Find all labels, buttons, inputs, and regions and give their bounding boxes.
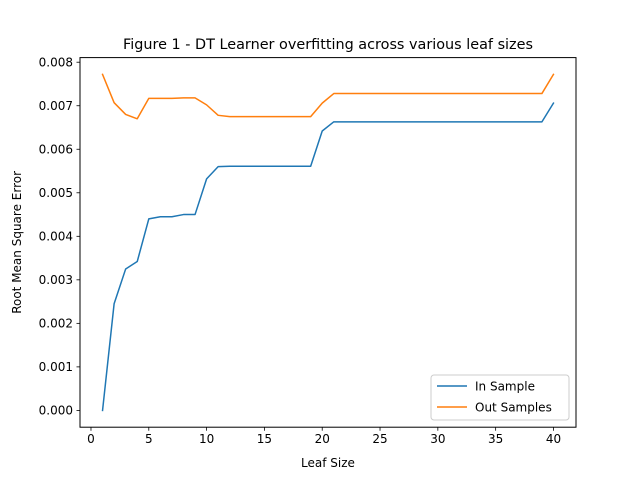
x-tick-label: 15	[257, 432, 272, 446]
y-tick-label: 0.002	[39, 317, 73, 331]
series-line-in-sample	[101, 102, 555, 412]
series-line-out-samples	[101, 73, 555, 120]
tick-layer: 0 5 10 15 20 25 30 35 40 0.000 0.001 0.002 0.003 0.00…	[39, 56, 561, 447]
plot-frame	[79, 57, 577, 428]
legend-label-in-sample: In Sample	[475, 380, 535, 394]
y-tick-label: 0.005	[39, 186, 73, 200]
x-tick-label: 20	[315, 432, 330, 446]
chart-title: Figure 1 - DT Learner overfitting across…	[123, 37, 533, 53]
x-axis-label: Leaf Size	[301, 456, 355, 470]
y-axis-label: Root Mean Square Error	[10, 171, 24, 314]
legend-label-out-samples: Out Samples	[475, 401, 552, 415]
y-tick-label: 0.008	[39, 56, 73, 70]
x-tick-label: 25	[372, 432, 387, 446]
x-tick-label: 35	[488, 432, 503, 446]
y-tick-label: 0.006	[39, 143, 73, 157]
x-tick-label: 0	[87, 432, 95, 446]
legend: In Sample Out Samples	[430, 374, 570, 421]
y-tick-label: 0.001	[39, 360, 73, 374]
x-tick-label: 30	[430, 432, 445, 446]
x-tick-label: 40	[546, 432, 561, 446]
y-tick-label: 0.003	[39, 273, 73, 287]
y-tick-label: 0.007	[39, 99, 73, 113]
y-tick-label: 0.000	[39, 404, 73, 418]
y-tick-label: 0.004	[39, 230, 73, 244]
series-layer	[101, 73, 555, 412]
x-tick-label: 10	[199, 432, 214, 446]
x-tick-label: 5	[145, 432, 153, 446]
